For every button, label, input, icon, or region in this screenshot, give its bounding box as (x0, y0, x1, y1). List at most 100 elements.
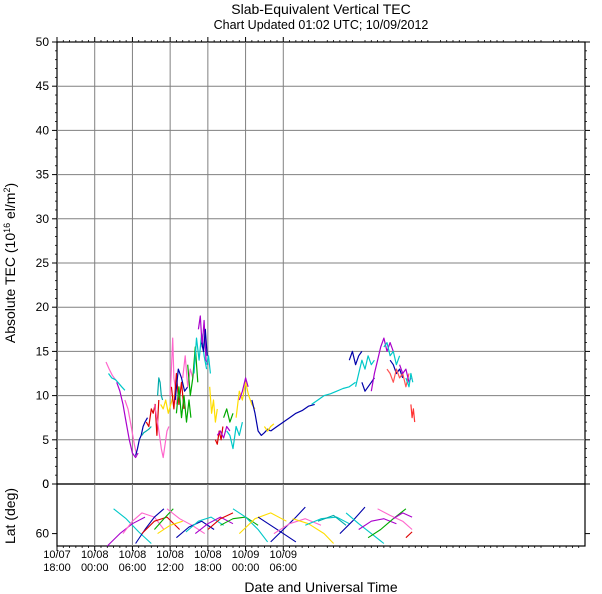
lat-grid (94, 484, 284, 546)
tec-series-line (175, 386, 192, 423)
lat-series-line (405, 531, 413, 539)
tec-series-line (174, 368, 189, 401)
main-y-ticks: 0 5 10 15 20 25 30 35 40 45 50 (36, 35, 590, 491)
tec-series-line (238, 377, 249, 401)
lat-series-line (153, 508, 174, 530)
x-tick-time: 06:00 (270, 562, 298, 574)
lat-series-line (339, 506, 366, 534)
lat-tick-label: 0 (42, 477, 49, 491)
lat-tick-label: 60 (36, 527, 50, 541)
tec-series-line (187, 346, 199, 397)
tec-series-line (311, 381, 356, 405)
tec-series-line (153, 404, 170, 459)
tec-series-line (270, 403, 315, 432)
chart-subtitle: Chart Updated 01:02 UTC; 10/09/2012 (214, 18, 429, 32)
x-tick-time: 18:00 (194, 562, 222, 574)
x-tick-time: 06:00 (119, 562, 147, 574)
tec-series-line (214, 426, 224, 445)
lat-series-line (106, 516, 146, 547)
tec-series-line (216, 425, 231, 439)
tec-series-line (141, 426, 152, 436)
x-tick-date: 10/07 (43, 549, 71, 561)
tec-series-line (124, 399, 138, 456)
lat-axis-label: Lat (deg) (2, 488, 18, 544)
tec-series-line (263, 423, 275, 432)
lat-series-line (157, 520, 183, 535)
y-tick-label: 40 (36, 123, 50, 137)
tec-series-line (116, 382, 139, 459)
y-tick-label: 5 (42, 433, 49, 447)
x-tick-date: 10/08 (119, 549, 147, 561)
x-tick-date: 10/08 (194, 549, 222, 561)
x-tick-date: 10/08 (81, 549, 109, 561)
y-axis-label: Absolute TEC (1016 el/m2) (2, 183, 18, 343)
tec-series-line (108, 373, 126, 391)
tec-series-line (182, 355, 194, 388)
tec-series-line (201, 328, 208, 356)
tec-series-line (251, 399, 272, 436)
x-axis-ticks: 10/0718:0010/0800:0010/0806:0010/0812:00… (43, 37, 580, 574)
y-tick-label: 25 (36, 256, 50, 270)
lat-series-line (194, 516, 234, 535)
tec-series-line (355, 355, 375, 387)
main-series-group (105, 315, 416, 459)
main-grid (57, 42, 585, 484)
x-tick-date: 10/09 (232, 549, 260, 561)
lat-series-line (257, 516, 297, 543)
chart-title: Slab-Equivalent Vertical TEC (231, 1, 411, 17)
x-tick-date: 10/09 (270, 549, 298, 561)
lat-series-line (135, 508, 165, 544)
tec-series-line (410, 404, 416, 423)
lat-series-group (106, 506, 413, 547)
x-axis-label: Date and Universal Time (244, 579, 398, 594)
tec-series-line (105, 361, 116, 381)
tec-series-line (157, 377, 164, 401)
tec-series-line (223, 408, 234, 423)
lat-plot-frame (56, 483, 586, 547)
lat-series-line (393, 512, 413, 520)
tec-series-line (361, 377, 375, 392)
lat-series-line (317, 514, 347, 526)
y-tick-label: 15 (36, 344, 50, 358)
lat-series-line (207, 512, 234, 530)
main-panel: 0 5 10 15 20 25 30 35 40 45 50 (36, 35, 590, 491)
y-tick-label: 0 (42, 477, 49, 491)
tec-series-line (193, 333, 208, 374)
y-tick-label: 30 (36, 212, 50, 226)
lat-series-line (367, 508, 407, 539)
y-tick-label: 45 (36, 79, 50, 93)
lat-series-line (232, 508, 269, 543)
tec-series-line (170, 372, 185, 410)
tec-series-line (197, 315, 209, 365)
y-tick-label: 20 (36, 300, 50, 314)
tec-series-line (389, 359, 404, 379)
lat-series-line (141, 516, 180, 534)
tec-series-line (209, 386, 218, 423)
lat-series-line (305, 516, 350, 526)
tec-series-line (145, 399, 160, 436)
tec-series-line (386, 368, 410, 388)
tec-series-line (160, 395, 174, 414)
tec-series-line (206, 355, 211, 374)
x-tick-time: 12:00 (156, 562, 184, 574)
lat-series-line (377, 508, 413, 530)
tec-series-line (226, 421, 243, 450)
lat-series-line (292, 518, 334, 544)
x-tick-time: 00:00 (232, 562, 260, 574)
tec-series-line (235, 381, 256, 418)
lat-panel: 0 60 (36, 477, 590, 547)
x-tick-time: 00:00 (81, 562, 109, 574)
tec-series-line (383, 342, 401, 366)
tec-series-line (405, 372, 414, 388)
y-tick-label: 10 (36, 389, 50, 403)
x-tick-time: 18:00 (43, 562, 71, 574)
tec-series-line (135, 417, 149, 456)
tec-series-line (348, 350, 363, 366)
y-tick-label: 35 (36, 168, 50, 182)
lat-series-line (238, 512, 287, 534)
lat-series-line (166, 508, 206, 535)
y-tick-label: 50 (36, 35, 50, 49)
lat-series-line (345, 512, 385, 544)
lat-y-ticks: 0 60 (36, 477, 590, 541)
